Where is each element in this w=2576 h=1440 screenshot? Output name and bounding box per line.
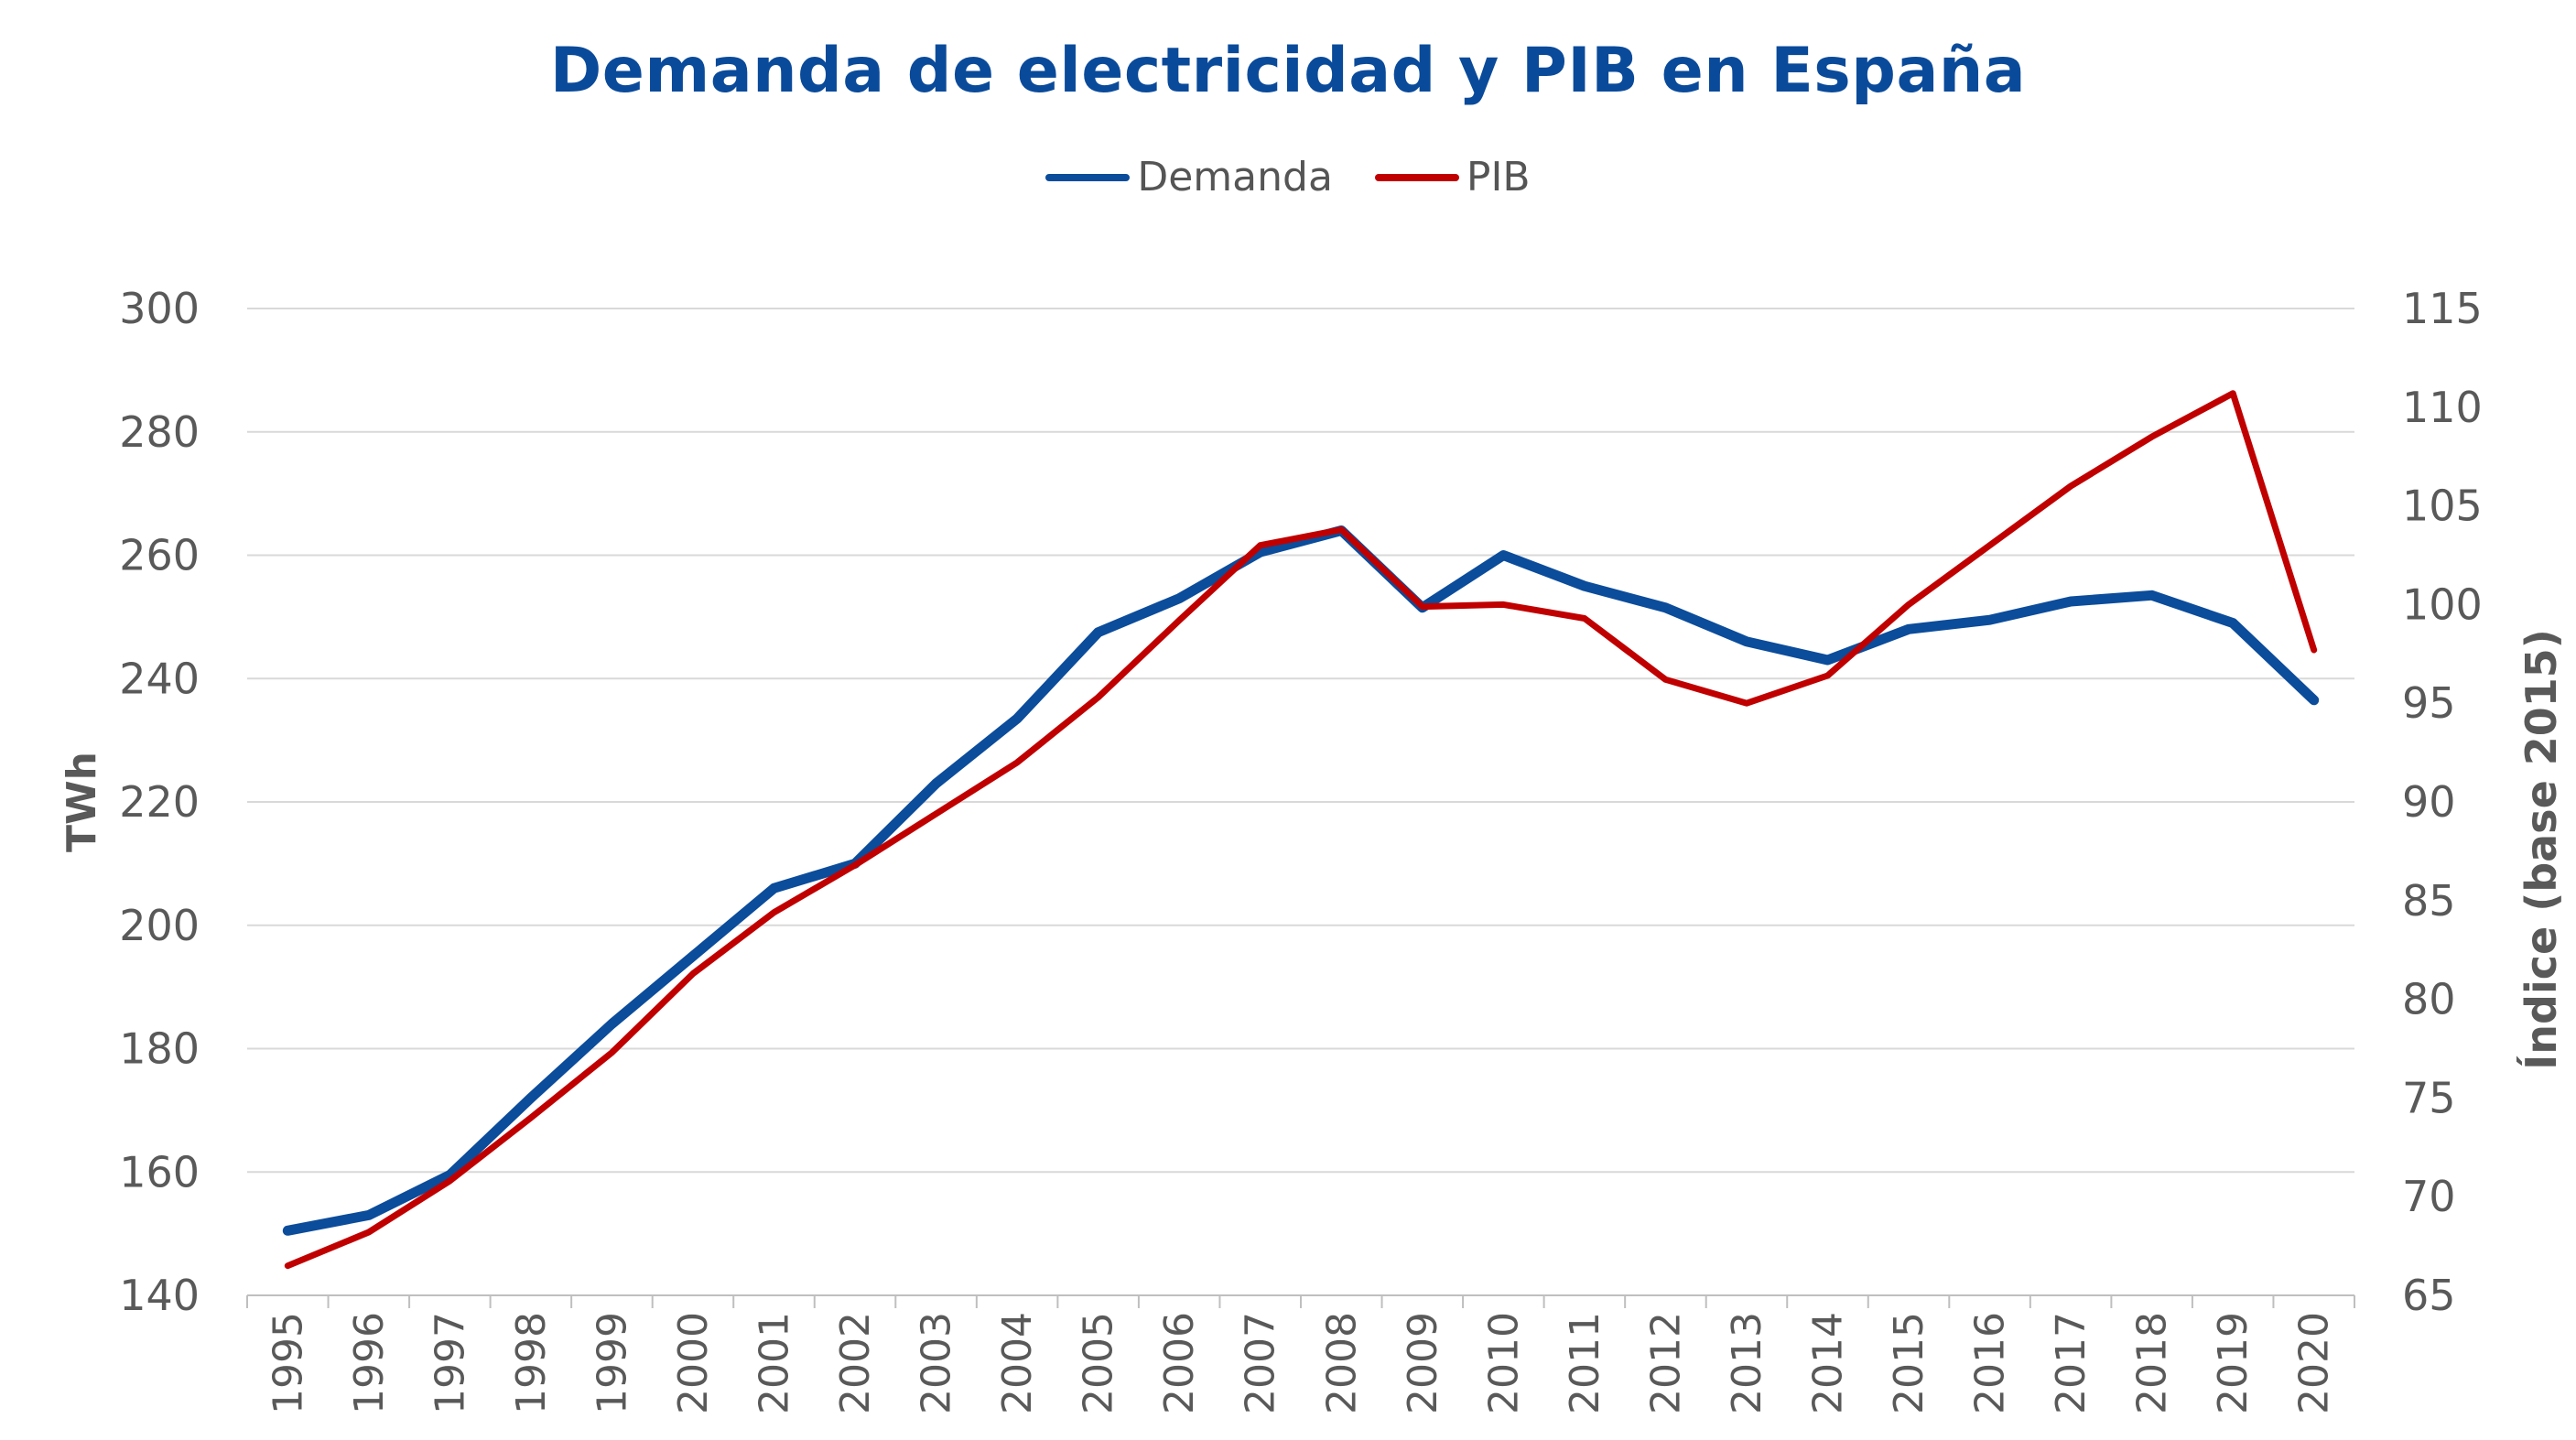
y-right-tick-label: 85 <box>2402 876 2456 926</box>
x-tick-label: 2001 <box>752 1312 798 1414</box>
x-tick-label: 2002 <box>832 1312 879 1414</box>
x-tick-label: 2004 <box>994 1312 1041 1414</box>
x-tick-label: 2006 <box>1156 1312 1203 1414</box>
x-tick-label: 2008 <box>1318 1312 1365 1414</box>
x-tick-label: 2007 <box>1238 1312 1284 1414</box>
y-right-tick-label: 115 <box>2402 284 2483 333</box>
legend-swatch-pib <box>1374 173 1459 181</box>
y-axis-right-ticks: 65 70 75 80 85 90 95 100 105 110 115 <box>2402 284 2483 1320</box>
y-left-tick-label: 280 <box>119 407 200 457</box>
x-tick-label: 2014 <box>1805 1312 1852 1414</box>
x-axis-ticks: 1995 1996 1997 1998 1999 2000 2001 2002 2003 2004… <box>246 1295 2355 1414</box>
y-right-tick-label: 70 <box>2402 1172 2456 1221</box>
x-tick-label: 2019 <box>2210 1312 2257 1414</box>
y-right-tick-label: 65 <box>2402 1271 2456 1320</box>
y-axis-left-ticks: 140 160 180 200 220 240 260 280 300 <box>119 284 200 1320</box>
x-tick-label: 2015 <box>1886 1312 1932 1414</box>
x-tick-label: 2003 <box>914 1312 960 1414</box>
y-left-tick-label: 260 <box>119 531 200 580</box>
x-tick-label: 2012 <box>1642 1312 1689 1414</box>
legend-item-demanda: Demanda <box>1045 154 1333 200</box>
x-tick-label: 2000 <box>670 1312 717 1414</box>
legend-label-demanda: Demanda <box>1137 154 1333 200</box>
gridlines <box>247 308 2354 1296</box>
x-tick-label: 1998 <box>508 1312 555 1414</box>
legend: Demanda PIB <box>0 154 2576 200</box>
y-right-tick-label: 75 <box>2402 1073 2456 1122</box>
y-left-tick-label: 200 <box>119 901 200 950</box>
legend-swatch-demanda <box>1045 173 1131 181</box>
y-axis-left-title: TWh <box>59 752 105 852</box>
x-tick-label: 1997 <box>427 1312 473 1414</box>
x-tick-label: 2020 <box>2291 1312 2338 1414</box>
y-right-tick-label: 105 <box>2402 482 2483 531</box>
y-right-tick-label: 110 <box>2402 383 2483 432</box>
series-line-demanda <box>282 525 2320 1236</box>
x-tick-label: 2016 <box>1967 1312 2014 1414</box>
series-line-pib <box>284 390 2318 1270</box>
x-tick-label: 2010 <box>1480 1312 1527 1414</box>
y-left-tick-label: 140 <box>119 1271 200 1320</box>
y-right-tick-label: 100 <box>2402 579 2483 629</box>
y-left-tick-label: 220 <box>119 777 200 827</box>
x-tick-label: 1995 <box>265 1312 311 1414</box>
x-tick-label: 2018 <box>2129 1312 2176 1414</box>
y-left-tick-label: 240 <box>119 654 200 703</box>
y-axis-right-title: Índice (base 2015) <box>2516 629 2566 1070</box>
x-tick-label: 2005 <box>1076 1312 1122 1414</box>
y-right-tick-label: 80 <box>2402 975 2456 1024</box>
x-tick-label: 2013 <box>1724 1312 1770 1414</box>
x-tick-label: 2017 <box>2048 1312 2094 1414</box>
x-tick-label: 2011 <box>1562 1312 1608 1414</box>
x-tick-label: 1996 <box>346 1312 393 1414</box>
x-tick-label: 2009 <box>1400 1312 1446 1414</box>
y-right-tick-label: 95 <box>2402 678 2456 728</box>
y-left-tick-label: 180 <box>119 1024 200 1074</box>
y-left-tick-label: 160 <box>119 1147 200 1196</box>
y-right-tick-label: 90 <box>2402 777 2456 827</box>
y-left-tick-label: 300 <box>119 284 200 333</box>
legend-item-pib: PIB <box>1374 154 1531 200</box>
series-lines <box>282 390 2320 1270</box>
chart-title: Demanda de electricidad y PIB en España <box>549 35 2027 107</box>
x-tick-label: 1999 <box>589 1312 635 1414</box>
legend-label-pib: PIB <box>1466 154 1531 200</box>
